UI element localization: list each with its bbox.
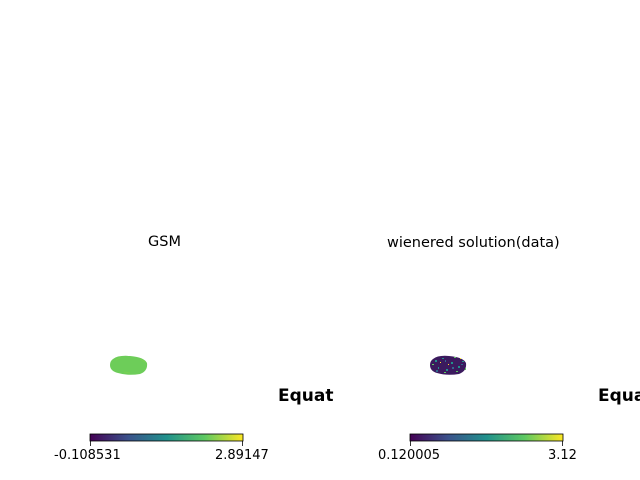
wiener-sky-patch xyxy=(430,355,467,375)
gsm-sky-patch xyxy=(110,355,148,375)
wiener-coord-label: Equatorial xyxy=(598,386,640,406)
gsm-colorbar-max-label: 2.89147 xyxy=(215,448,269,463)
gsm-panel: GSM Equatorial -0.108531 2.89147 xyxy=(54,234,334,463)
wiener-panel: wienered solution(data) xyxy=(334,0,640,480)
wiener-colorbar xyxy=(409,433,564,442)
wiener-colorbar-min-label: 0.120005 xyxy=(378,448,441,463)
gsm-plot xyxy=(89,355,244,446)
gsm-colorbar xyxy=(89,433,244,442)
gsm-colorbar-min-label: -0.108531 xyxy=(54,448,121,463)
gsm-coord-label: Equatorial xyxy=(278,386,334,406)
wiener-colorbar-max-label: 3.12 xyxy=(548,448,577,463)
gsm-title: GSM xyxy=(148,234,181,250)
wiener-title: wienered solution(data) xyxy=(387,235,560,251)
wiener-plot xyxy=(409,355,564,446)
